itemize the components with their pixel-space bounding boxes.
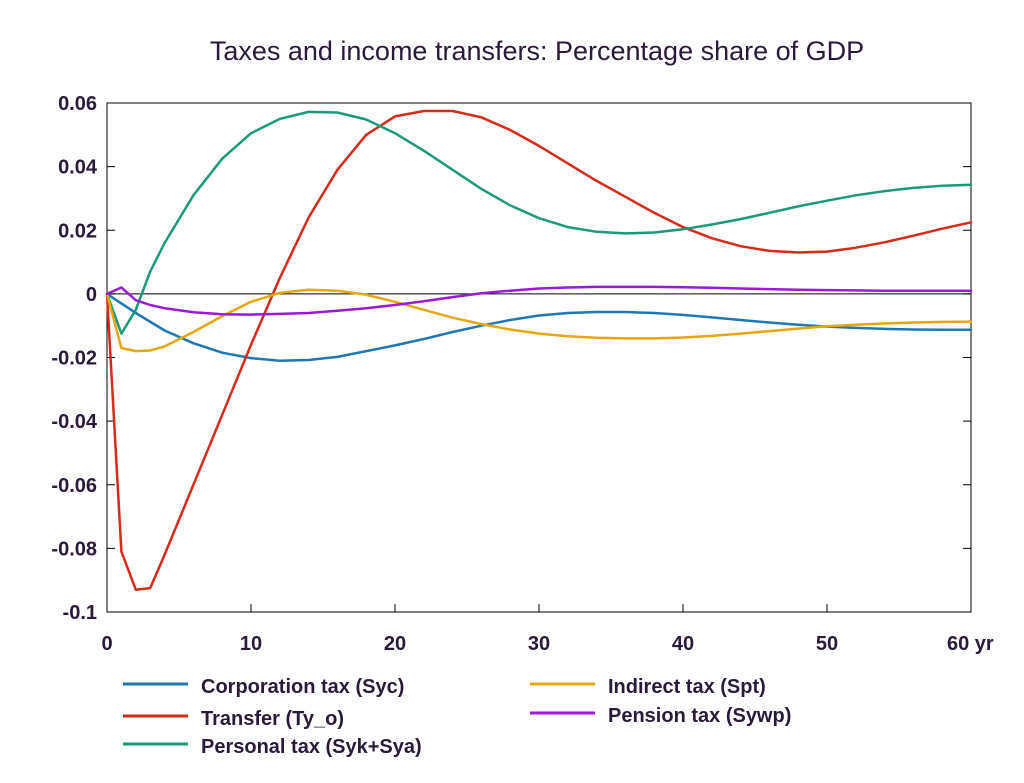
y-tick-label: 0.04 <box>58 157 98 179</box>
y-tick-label: -0.06 <box>51 475 97 497</box>
y-tick-label: 0 <box>86 284 97 306</box>
axes: 0.060.040.020-0.02-0.04-0.06-0.08-0.10 10… <box>51 93 994 655</box>
x-tick-label: 40 <box>672 633 694 655</box>
x-tick-label: 50 <box>816 633 838 655</box>
y-tick-label: -0.04 <box>51 411 97 433</box>
plot-frame <box>106 102 972 613</box>
legend-label-4: Pension tax (Sywp) <box>608 705 791 727</box>
y-tick-label: -0.1 <box>63 602 97 624</box>
legend-label-3: Indirect tax (Spt) <box>608 676 766 698</box>
y-tick-label: 0.02 <box>58 220 97 242</box>
series-line-2 <box>105 110 973 335</box>
legend-label-2: Personal tax (Syk+Sya) <box>201 736 422 758</box>
x-tick-label: 0 <box>101 633 112 655</box>
y-tick-label: -0.02 <box>51 348 97 370</box>
series-line-0 <box>105 292 973 362</box>
legend: Corporation tax (Syc) Transfer (Ty_o) Pers… <box>123 676 791 758</box>
legend-label-1: Transfer (Ty_o) <box>201 708 344 730</box>
legend-label-0: Corporation tax (Syc) <box>201 676 404 698</box>
x-tick-label: 30 <box>528 633 550 655</box>
y-tick-label: 0.06 <box>58 93 97 115</box>
chart-title: Taxes and income transfers: Percentage s… <box>210 36 864 66</box>
series-line-1 <box>105 109 973 591</box>
series-line-4 <box>105 285 973 316</box>
series-line-3 <box>105 288 973 353</box>
y-tick-label: -0.08 <box>51 538 97 560</box>
x-tick-label: 20 <box>384 633 406 655</box>
x-tick-label: 10 <box>240 633 262 655</box>
series-layer <box>105 109 973 591</box>
x-tick-label: 60 yr <box>947 633 994 655</box>
